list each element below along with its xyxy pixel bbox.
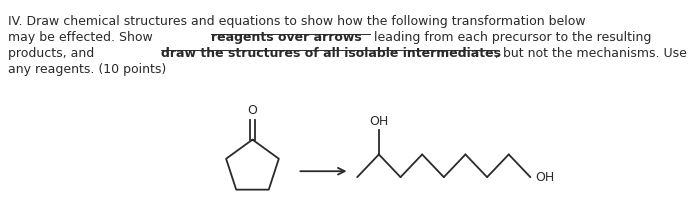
Text: , but not the mechanisms. Use: , but not the mechanisms. Use (495, 47, 687, 60)
Text: any reagents. (10 points): any reagents. (10 points) (8, 63, 167, 76)
Text: O: O (248, 104, 258, 117)
Text: IV. Draw chemical structures and equations to show how the following transformat: IV. Draw chemical structures and equatio… (8, 15, 586, 28)
Text: OH: OH (536, 171, 555, 184)
Text: may be effected. Show: may be effected. Show (8, 31, 157, 44)
Text: reagents over arrows: reagents over arrows (211, 31, 362, 44)
Text: draw the structures of all isolable intermediates: draw the structures of all isolable inte… (161, 47, 500, 60)
Text: OH: OH (369, 115, 389, 128)
Text: products, and: products, and (8, 47, 99, 60)
Text: leading from each precursor to the resulting: leading from each precursor to the resul… (370, 31, 652, 44)
